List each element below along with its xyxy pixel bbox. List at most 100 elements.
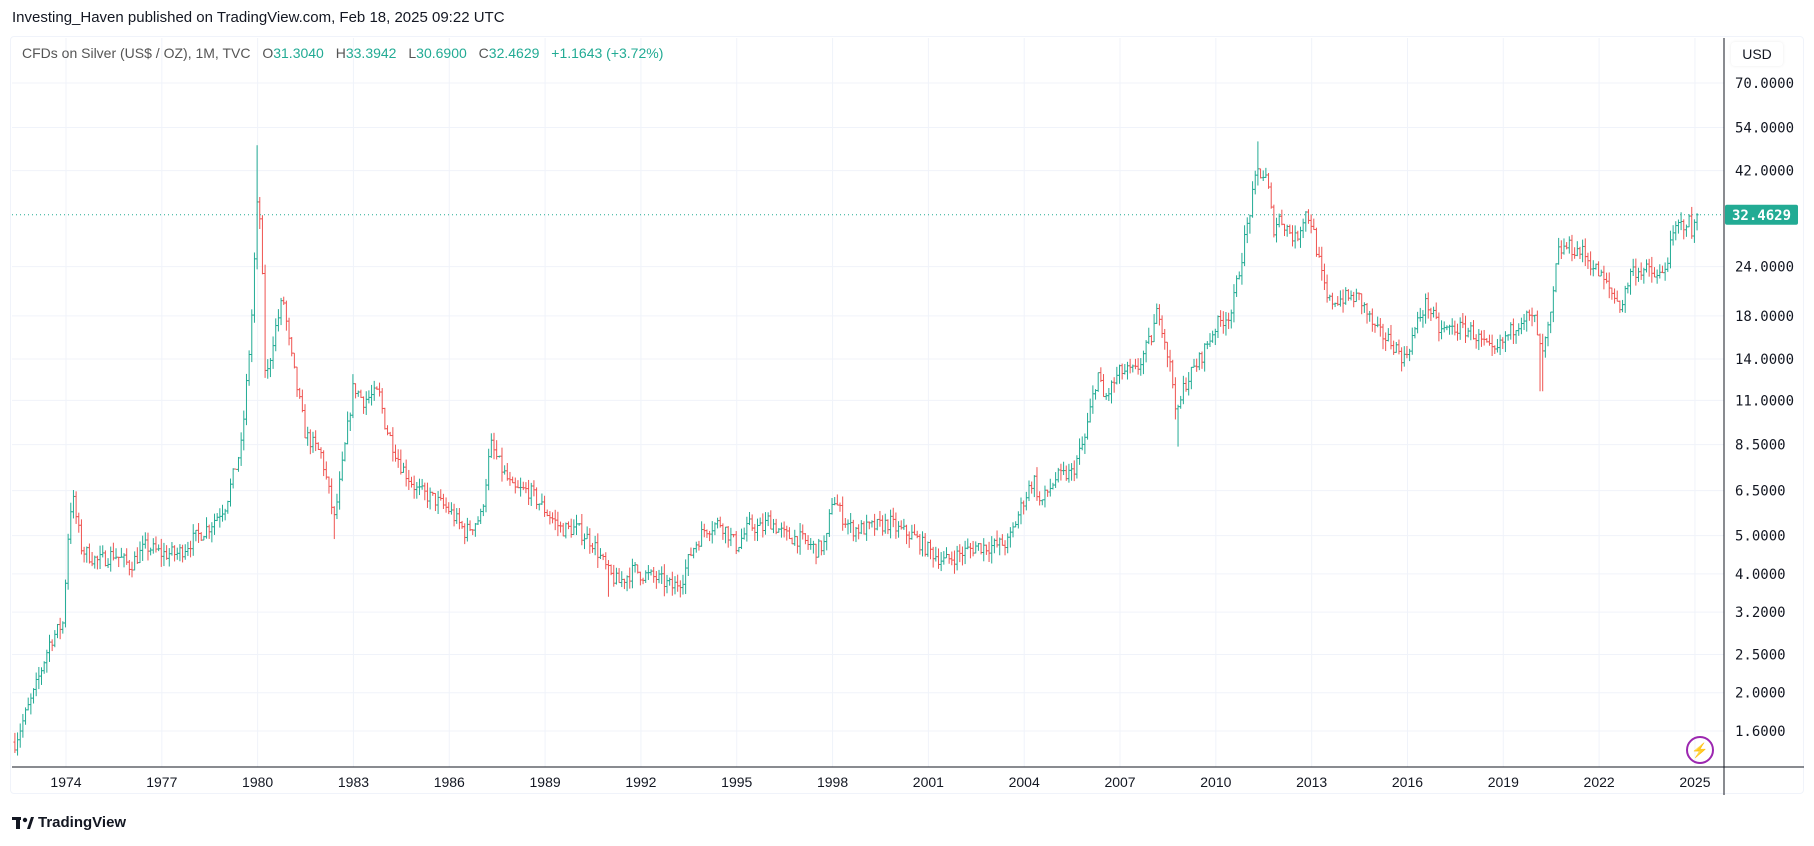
ohlc-bar[interactable] — [1692, 219, 1696, 243]
ohlc-bar[interactable] — [236, 456, 240, 472]
ohlc-bar[interactable] — [1426, 292, 1430, 319]
ohlc-bar[interactable] — [1306, 209, 1310, 224]
ohlc-bar[interactable] — [1157, 304, 1161, 326]
ohlc-bar[interactable] — [1014, 521, 1018, 528]
ohlc-bar[interactable] — [676, 574, 680, 592]
ohlc-bar[interactable] — [1541, 333, 1545, 392]
ohlc-bar[interactable] — [710, 521, 714, 544]
ohlc-bar[interactable] — [213, 513, 217, 535]
ohlc-bar[interactable] — [143, 532, 147, 549]
ohlc-bar[interactable] — [226, 500, 230, 514]
ohlc-bar[interactable] — [604, 552, 608, 570]
ohlc-bar[interactable] — [268, 358, 272, 378]
ohlc-bar[interactable] — [82, 546, 86, 563]
ohlc-bar[interactable] — [923, 533, 927, 557]
ohlc-bar[interactable] — [694, 541, 698, 553]
ohlc-bar[interactable] — [588, 528, 592, 554]
ohlc-bar[interactable] — [1464, 315, 1468, 343]
ohlc-bar[interactable] — [1589, 251, 1593, 276]
ohlc-bar[interactable] — [399, 449, 403, 475]
ohlc-bar[interactable] — [1498, 334, 1502, 356]
ohlc-bar[interactable] — [1421, 310, 1425, 328]
ohlc-bar[interactable] — [1155, 303, 1159, 324]
ohlc-bar[interactable] — [303, 404, 307, 439]
ohlc-bar[interactable] — [1139, 358, 1143, 376]
ohlc-bar[interactable] — [740, 528, 744, 550]
ohlc-bar[interactable] — [463, 523, 467, 545]
ohlc-bar[interactable] — [628, 567, 632, 589]
ohlc-bar[interactable] — [300, 389, 304, 413]
ohlc-bar[interactable] — [598, 548, 602, 560]
ohlc-bar[interactable] — [769, 510, 773, 530]
ohlc-bar[interactable] — [1322, 263, 1326, 290]
ohlc-bar[interactable] — [1128, 358, 1132, 374]
ohlc-bar[interactable] — [1357, 292, 1361, 301]
ohlc-bar[interactable] — [1309, 214, 1313, 234]
ohlc-bar[interactable] — [1495, 338, 1499, 353]
ohlc-bar[interactable] — [1599, 269, 1603, 277]
ohlc-bar[interactable] — [952, 550, 956, 574]
ohlc-bar[interactable] — [963, 540, 967, 565]
ohlc-bar[interactable] — [1682, 219, 1686, 240]
ohlc-bar[interactable] — [135, 547, 139, 564]
ohlc-bar[interactable] — [753, 523, 757, 541]
ohlc-bar[interactable] — [926, 541, 930, 557]
ohlc-bar[interactable] — [101, 545, 105, 558]
ohlc-bar[interactable] — [40, 667, 44, 685]
ohlc-bar[interactable] — [122, 553, 126, 568]
ohlc-bar[interactable] — [420, 478, 424, 490]
ohlc-bar[interactable] — [178, 544, 182, 562]
ohlc-bar[interactable] — [441, 493, 445, 510]
ohlc-bar[interactable] — [883, 513, 887, 534]
ohlc-bar[interactable] — [340, 451, 344, 482]
ohlc-bar[interactable] — [817, 538, 821, 558]
ohlc-bar[interactable] — [1099, 367, 1103, 383]
ohlc-bar[interactable] — [790, 537, 794, 545]
ohlc-bar[interactable] — [1490, 334, 1494, 356]
ohlc-bar[interactable] — [763, 512, 767, 535]
ohlc-bar[interactable] — [567, 521, 571, 530]
ohlc-bar[interactable] — [787, 527, 791, 540]
ohlc-bar[interactable] — [1365, 302, 1369, 324]
ohlc-bar[interactable] — [1104, 392, 1108, 400]
ohlc-bar[interactable] — [625, 575, 629, 592]
ohlc-bar[interactable] — [159, 538, 163, 567]
ohlc-bar[interactable] — [1168, 349, 1172, 372]
ohlc-bar[interactable] — [596, 533, 600, 568]
ohlc-bar[interactable] — [1629, 268, 1633, 295]
ohlc-bar[interactable] — [1525, 310, 1529, 332]
ohlc-bar[interactable] — [1644, 259, 1648, 273]
ohlc-bar[interactable] — [995, 530, 999, 548]
ohlc-bar[interactable] — [1293, 225, 1297, 249]
ohlc-bar[interactable] — [670, 571, 674, 596]
ohlc-bar[interactable] — [1219, 310, 1223, 327]
ohlc-bar[interactable] — [447, 502, 451, 515]
ohlc-bar[interactable] — [114, 548, 118, 560]
ohlc-bar[interactable] — [1482, 329, 1486, 346]
ohlc-bar[interactable] — [734, 531, 738, 555]
ohlc-bar[interactable] — [346, 411, 350, 445]
ohlc-bar[interactable] — [524, 482, 528, 494]
ohlc-bar[interactable] — [575, 514, 579, 536]
ohlc-bar[interactable] — [1048, 478, 1052, 497]
ohlc-bar[interactable] — [915, 530, 919, 539]
ohlc-bar[interactable] — [141, 535, 145, 561]
ohlc-bar[interactable] — [1203, 343, 1207, 372]
ohlc-bar[interactable] — [1094, 389, 1098, 400]
ohlc-bar[interactable] — [109, 546, 113, 572]
ohlc-bar[interactable] — [982, 538, 986, 562]
ohlc-bar[interactable] — [843, 518, 847, 528]
ohlc-bar[interactable] — [646, 565, 650, 580]
ohlc-bar[interactable] — [660, 566, 664, 584]
ohlc-bar[interactable] — [665, 574, 669, 594]
ohlc-bar[interactable] — [649, 569, 653, 576]
ohlc-bar[interactable] — [386, 425, 390, 436]
ohlc-bar[interactable] — [1165, 341, 1169, 368]
ohlc-bar[interactable] — [231, 468, 235, 489]
chart-pane[interactable] — [10, 36, 1804, 794]
ohlc-bar[interactable] — [521, 481, 525, 491]
ohlc-bar[interactable] — [308, 429, 312, 455]
ohlc-bar[interactable] — [1088, 398, 1092, 423]
ohlc-bar[interactable] — [1466, 327, 1470, 338]
ohlc-bar[interactable] — [244, 373, 248, 426]
